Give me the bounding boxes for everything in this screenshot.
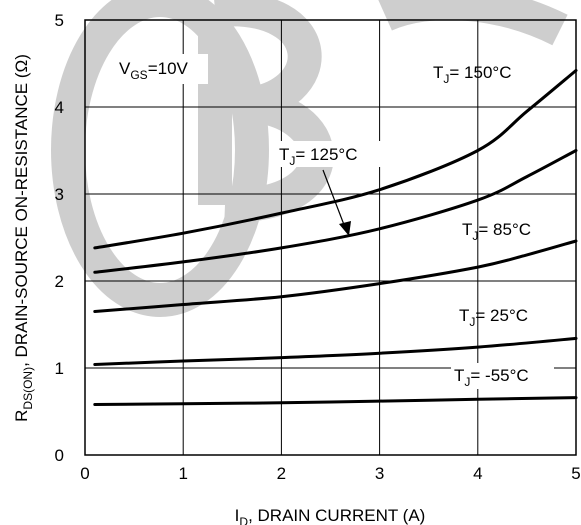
y-tick-label: 2 — [55, 272, 64, 291]
series-line-125 — [93, 149, 578, 274]
series-label-150: TJ= 150°C — [433, 63, 511, 86]
condition-label-bg — [112, 54, 208, 84]
series-label-125-bg — [274, 141, 386, 167]
series-line-neg55 — [93, 396, 578, 406]
series-line-25 — [93, 336, 578, 366]
series-label-25: TJ= 25°C — [459, 306, 528, 329]
series-label-125-arrow — [322, 169, 347, 231]
plot-frame — [84, 19, 577, 456]
series-labels: TJ= 150°C TJ= 125°C TJ= 85°C TJ= 25°C TJ… — [274, 63, 554, 389]
series-line-85 — [93, 239, 578, 313]
x-axis-title: ID, DRAIN CURRENT (A) — [235, 506, 426, 525]
series-label-neg55: TJ= -55°C — [454, 366, 529, 389]
x-tick-label: 0 — [80, 464, 89, 483]
y-axis-title: RDS(ON), DRAIN-SOURCE ON-RESISTANCE (Ω) — [12, 54, 35, 422]
x-tick-label: 3 — [375, 464, 384, 483]
series-label-85: TJ= 85°C — [462, 220, 531, 243]
tick-labels: 0 1 2 3 4 5 0 1 2 3 4 5 — [55, 11, 581, 483]
watermark-ring — [51, 0, 269, 317]
y-tick-label: 3 — [55, 185, 64, 204]
y-tick-label: 5 — [55, 11, 64, 30]
x-tick-label: 1 — [178, 464, 187, 483]
y-tick-label: 0 — [55, 446, 64, 465]
y-tick-label: 4 — [55, 98, 64, 117]
x-tick-label: 2 — [277, 464, 286, 483]
series-label-neg55-bg — [451, 363, 554, 389]
y-tick-label: 1 — [55, 359, 64, 378]
series-label-125-arrowhead — [339, 221, 351, 236]
series-line-150 — [93, 69, 578, 250]
curves — [93, 69, 578, 406]
x-tick-label: 4 — [473, 464, 482, 483]
condition-label: VGS=10V — [119, 59, 189, 82]
x-tick-label: 5 — [571, 464, 580, 483]
series-label-125: TJ= 125°C — [279, 145, 357, 168]
